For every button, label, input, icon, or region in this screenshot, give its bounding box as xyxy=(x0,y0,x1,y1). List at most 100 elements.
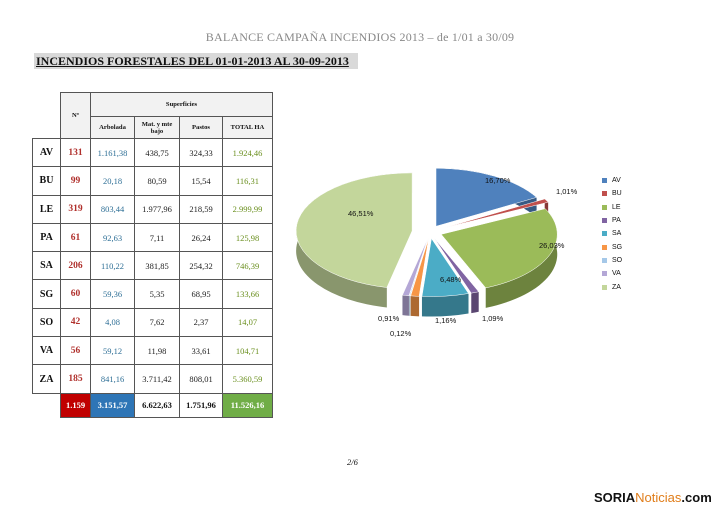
legend-label: PA xyxy=(612,217,621,225)
chart-legend: AV BU LE PA SA SG SO VA ZA xyxy=(602,174,622,294)
fires-count-cell: 99 xyxy=(60,166,91,196)
matorral-cell: 438,75 xyxy=(134,137,180,168)
legend-swatch xyxy=(602,191,607,197)
fires-count-cell: 319 xyxy=(60,194,91,224)
arbolada-cell: 803,44 xyxy=(90,194,135,224)
pie-chart: 16,70% 1,01% 26,03% 1,09% 6,48% 1,16% 0,12% 0,9… xyxy=(295,168,578,338)
pie-slice-za xyxy=(295,172,413,288)
total-cell: 116,31 xyxy=(222,166,273,196)
legend-swatch xyxy=(602,178,607,184)
legend-label: LE xyxy=(612,203,621,211)
province-cell: SG xyxy=(32,279,61,309)
fires-count-cell: 56 xyxy=(60,336,91,366)
totals-corner xyxy=(32,393,61,418)
matorral-cell: 7,62 xyxy=(134,307,180,338)
arbolada-cell: 59,12 xyxy=(90,336,135,366)
total-cell: 104,71 xyxy=(222,336,273,366)
total-cell: 746,39 xyxy=(222,251,273,281)
pie-slice-side-va xyxy=(402,295,409,316)
legend-item-le: LE xyxy=(602,201,622,214)
total-cell: 133,66 xyxy=(222,279,273,309)
legend-item-sg: SG xyxy=(602,240,622,253)
pie-slice-side-sa xyxy=(421,293,469,317)
header-total: TOTAL HA xyxy=(222,116,273,139)
province-cell: BU xyxy=(32,166,61,196)
table-row: VA 56 59,12 11,98 33,61 104,71 xyxy=(32,336,273,366)
fires-count-cell: 42 xyxy=(60,307,91,338)
pie-slice-sg xyxy=(410,238,429,297)
legend-item-so: SO xyxy=(602,254,622,267)
pie-slice-va xyxy=(402,238,428,296)
legend-item-bu: BU xyxy=(602,187,622,200)
legend-swatch xyxy=(602,218,607,224)
legend-label: SA xyxy=(612,230,622,238)
pie-label-za: 46,51% xyxy=(348,209,374,218)
pie-slice-side-pa xyxy=(471,291,479,314)
table-row: LE 319 803,44 1.977,96 218,59 2.999,99 xyxy=(32,194,273,224)
arbolada-cell: 20,18 xyxy=(90,166,135,196)
province-cell: ZA xyxy=(32,364,61,394)
total-cell: 125,98 xyxy=(222,222,273,253)
pie-slice-so xyxy=(409,238,429,297)
matorral-cell: 7,11 xyxy=(134,222,180,253)
legend-swatch xyxy=(602,257,607,263)
pastos-cell: 218,59 xyxy=(179,194,223,224)
total-matorral: 6.622,63 xyxy=(134,392,180,418)
fires-count-cell: 185 xyxy=(60,364,91,394)
pie-label-av: 16,70% xyxy=(485,176,511,185)
pastos-cell: 15,54 xyxy=(179,166,223,196)
matorral-cell: 1.977,96 xyxy=(134,194,180,224)
table-row: BU 99 20,18 80,59 15,54 116,31 xyxy=(32,166,273,196)
table-corner-2 xyxy=(32,116,61,139)
arbolada-cell: 110,22 xyxy=(90,251,135,281)
section-title: INCENDIOS FORESTALES DEL 01-01-2013 AL 3… xyxy=(34,53,358,69)
pie-label-bu: 1,01% xyxy=(556,187,578,196)
legend-label: SG xyxy=(612,243,623,251)
pie-label-pa: 1,09% xyxy=(482,314,504,323)
pie-label-sa: 6,48% xyxy=(440,275,462,284)
province-cell: SO xyxy=(32,307,61,338)
fires-count-cell: 131 xyxy=(60,137,91,168)
fires-table: Nº Superficies Arbolada Mat. y mte bajo … xyxy=(32,92,273,418)
total-cell: 5.360,59 xyxy=(222,364,273,394)
table-row: SO 42 4,08 7,62 2,37 14,07 xyxy=(32,307,273,338)
table-corner xyxy=(32,92,61,117)
header-matorral: Mat. y mte bajo xyxy=(134,116,180,139)
legend-item-av: AV xyxy=(602,174,622,187)
arbolada-cell: 59,36 xyxy=(90,279,135,309)
matorral-cell: 80,59 xyxy=(134,166,180,196)
header-superficies: Superficies xyxy=(90,92,273,117)
matorral-cell: 381,85 xyxy=(134,251,180,281)
matorral-cell: 5,35 xyxy=(134,279,180,309)
brand-suffix: .com xyxy=(681,490,712,505)
legend-label: BU xyxy=(612,190,622,198)
pastos-cell: 324,33 xyxy=(179,137,223,168)
pie-slice-side-so xyxy=(409,295,411,316)
legend-swatch xyxy=(602,231,607,237)
table-row: ZA 185 841,16 3.711,42 808,01 5.360,59 xyxy=(32,364,273,394)
pie-label-le: 26,03% xyxy=(539,241,565,250)
legend-label: ZA xyxy=(612,283,621,291)
province-cell: PA xyxy=(32,222,61,253)
legend-swatch xyxy=(602,271,607,277)
pie-slice-side-le xyxy=(485,208,558,308)
pie-slice-le xyxy=(440,208,558,289)
arbolada-cell: 1.161,38 xyxy=(90,137,135,168)
pie-slice-av xyxy=(435,168,538,227)
total-cell: 1.924,46 xyxy=(222,137,273,168)
header-pastos: Pastos xyxy=(179,116,223,139)
arbolada-cell: 841,16 xyxy=(90,364,135,394)
pie-label-va: 0,91% xyxy=(378,314,400,323)
legend-swatch xyxy=(602,204,607,210)
table-row: SA 206 110,22 381,85 254,32 746,39 xyxy=(32,251,273,281)
province-cell: SA xyxy=(32,251,61,281)
pie-slice-pa xyxy=(434,238,480,294)
page-number: 2/6 xyxy=(347,457,358,467)
header-arbolada: Arbolada xyxy=(90,116,135,139)
pie-label-so: 0,12% xyxy=(390,329,412,338)
document-title: BALANCE CAMPAÑA INCENDIOS 2013 – de 1/01… xyxy=(205,30,515,44)
legend-label: VA xyxy=(612,270,621,278)
brand-part2: Noticias xyxy=(635,490,682,505)
total-arbolada: 3.151,57 xyxy=(90,392,135,418)
pastos-cell: 68,95 xyxy=(179,279,223,309)
